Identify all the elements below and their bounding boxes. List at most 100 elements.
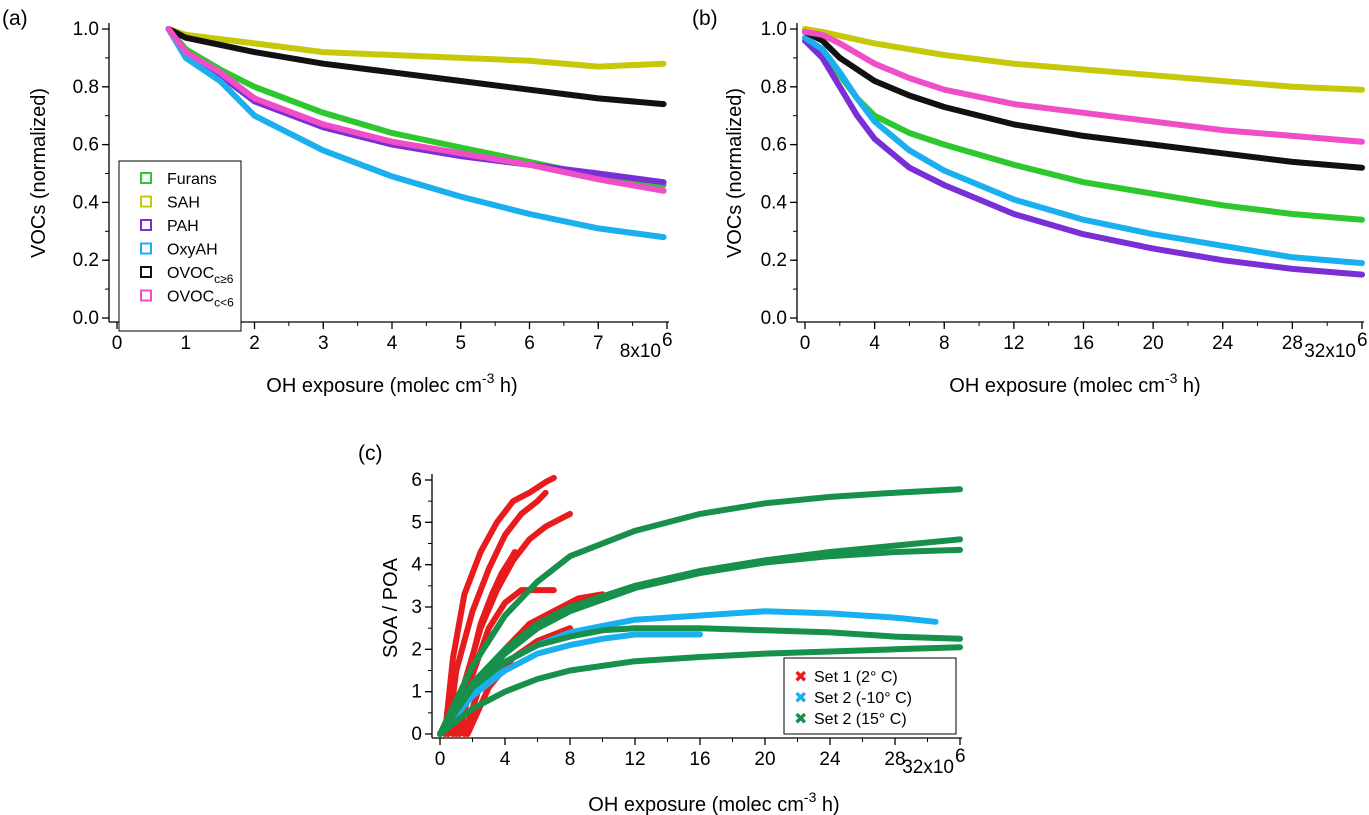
series-line xyxy=(165,26,667,70)
y-tick-label: 0.4 xyxy=(761,192,788,213)
x-end-tick-label: 32x10 xyxy=(902,757,954,778)
legend-marker xyxy=(140,289,152,302)
x-axis-title-main: OH exposure (molec cm xyxy=(949,375,1165,397)
x-axis-title-sup: -3 xyxy=(482,370,495,386)
series-line xyxy=(165,26,667,241)
x-tick-label: 2 xyxy=(249,333,260,354)
series-line xyxy=(802,37,1365,278)
series-line xyxy=(165,26,667,194)
legend-box xyxy=(118,160,242,332)
y-tick-label: 1 xyxy=(411,682,422,703)
x-tick-label: 4 xyxy=(500,749,511,770)
x-tick-label: 3 xyxy=(318,333,329,354)
x-end-tick-exponent: 6 xyxy=(1357,330,1368,351)
legend-label: SAH xyxy=(167,195,200,212)
legend-marker xyxy=(140,242,152,255)
x-tick-label: 5 xyxy=(455,333,466,354)
y-tick-label: 0.0 xyxy=(73,308,99,329)
legend-label-main: SAH xyxy=(167,195,200,212)
series-line xyxy=(437,486,963,737)
x-axis-title-sup: -3 xyxy=(1165,370,1178,386)
legend-marker xyxy=(140,195,152,208)
x-tick-label: 12 xyxy=(1003,333,1024,354)
legend-marker: ✖ xyxy=(794,667,807,686)
x-axis-title-end: h) xyxy=(816,794,839,815)
series-line xyxy=(441,474,557,737)
x-axis-title-main: OH exposure (molec cm xyxy=(588,794,804,815)
x-tick-label: 0 xyxy=(435,749,446,770)
legend-label-main: OVOC xyxy=(167,289,214,306)
x-axis-title: OH exposure (molec cm-3 h) xyxy=(588,789,839,815)
y-axis-title: VOCs (normalized) xyxy=(28,88,50,258)
legend-label: Set 2 (-10° C) xyxy=(814,690,912,707)
x-tick-label: 0 xyxy=(800,333,811,354)
series-line xyxy=(802,26,1365,93)
series-line xyxy=(437,625,963,737)
series-line xyxy=(437,644,963,737)
legend-label: Set 2 (15° C) xyxy=(814,711,907,728)
x-tick-label: 1 xyxy=(180,333,191,354)
x-tick-label: 8 xyxy=(939,333,950,354)
y-axis-title: VOCs (normalized) xyxy=(724,88,746,258)
x-tick-label: 28 xyxy=(1282,333,1303,354)
y-tick-label: 0.0 xyxy=(761,308,787,329)
x-end-tick-exponent: 6 xyxy=(662,330,673,351)
y-tick-label: 0.8 xyxy=(761,77,787,98)
x-tick-label: 8 xyxy=(565,749,576,770)
legend-box xyxy=(783,657,957,735)
x-axis-title-end: h) xyxy=(1177,375,1200,397)
series-line xyxy=(802,28,1365,145)
legend-label: Furans xyxy=(167,171,217,188)
x-axis-title-main: OH exposure (molec cm xyxy=(266,375,482,397)
panel-label: (a) xyxy=(2,7,28,30)
legend-label-sub: c<6 xyxy=(214,296,234,310)
x-tick-label: 24 xyxy=(819,749,841,770)
y-tick-label: 3 xyxy=(411,597,422,618)
y-tick-label: 2 xyxy=(411,639,422,660)
series-line xyxy=(802,34,1365,267)
series-line xyxy=(802,28,1365,171)
y-tick-label: 0 xyxy=(411,724,422,745)
x-tick-label: 16 xyxy=(1073,333,1094,354)
x-tick-label: 24 xyxy=(1212,333,1234,354)
x-end-tick-exponent: 6 xyxy=(955,746,966,767)
x-tick-label: 6 xyxy=(524,333,535,354)
x-tick-label: 20 xyxy=(754,749,775,770)
series-line xyxy=(437,631,703,737)
x-tick-label: 20 xyxy=(1143,333,1164,354)
y-tick-label: 0.6 xyxy=(761,135,787,156)
series-line xyxy=(445,489,549,737)
y-tick-label: 0.2 xyxy=(761,250,787,271)
legend-marker xyxy=(140,266,152,278)
legend-label: OxyAH xyxy=(167,242,218,259)
y-tick-label: 1.0 xyxy=(761,19,787,40)
legend-label-sub: c≥6 xyxy=(214,272,234,286)
x-axis-title: OH exposure (molec cm-3 h) xyxy=(949,370,1200,397)
y-tick-label: 5 xyxy=(411,512,422,533)
series-line xyxy=(456,587,557,737)
x-end-tick-label: 32x10 xyxy=(1304,341,1356,362)
x-axis-title-sup: -3 xyxy=(804,789,817,805)
y-tick-label: 0.2 xyxy=(73,250,99,271)
y-tick-label: 6 xyxy=(411,470,422,491)
x-tick-label: 16 xyxy=(689,749,710,770)
legend-label: OVOCc<6 xyxy=(167,289,234,310)
y-tick-label: 0.4 xyxy=(73,192,100,213)
x-axis-title-end: h) xyxy=(494,375,517,397)
x-tick-label: 28 xyxy=(884,749,905,770)
legend-label-main: OxyAH xyxy=(167,242,218,259)
y-tick-label: 0.8 xyxy=(73,77,99,98)
legend-label-main: OVOC xyxy=(167,265,214,282)
series-line xyxy=(165,26,667,108)
legend-marker: ✖ xyxy=(794,709,807,728)
legend-label: OVOCc≥6 xyxy=(167,265,234,286)
legend-marker xyxy=(140,172,152,184)
x-axis-title: OH exposure (molec cm-3 h) xyxy=(266,370,517,397)
y-tick-label: 0.6 xyxy=(73,135,99,156)
y-tick-label: 1.0 xyxy=(73,19,99,40)
x-tick-label: 7 xyxy=(593,333,604,354)
legend-label: Set 1 (2° C) xyxy=(814,669,898,686)
panel-1: (b) 0.0 0.2 0.4 0.6 0.8 1.0 0 4 8 12 16 20 24 28 32x106… xyxy=(692,7,1368,397)
